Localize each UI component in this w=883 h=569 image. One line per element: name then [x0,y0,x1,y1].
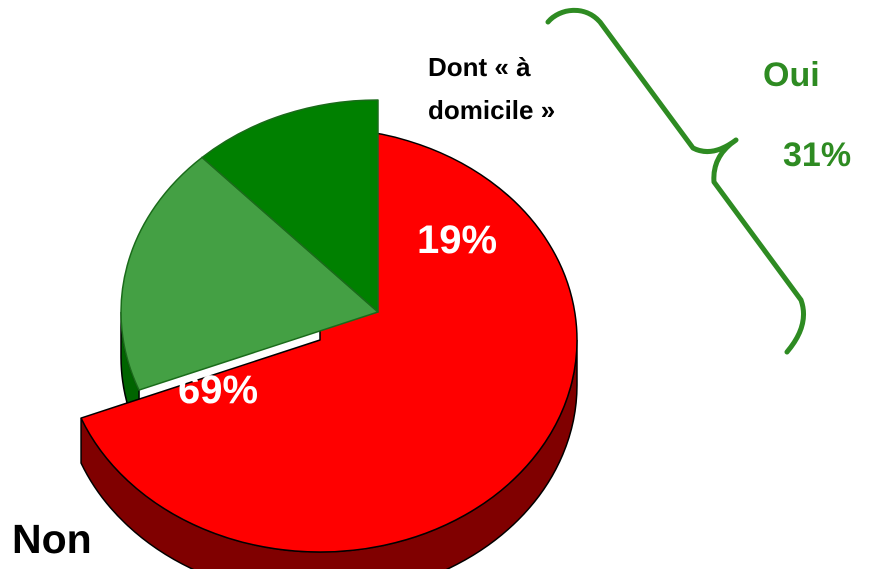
slice-top-domicile [120,156,379,391]
slice-label-domicile-line1: Dont « à [428,52,531,82]
slice-label-domicile: Dont « à domicile » [428,52,555,125]
group-value-label-oui: 31% [783,136,851,174]
group-label-oui: Oui [763,56,820,94]
slice-top-remaining-oui [201,99,379,313]
oui-brace [545,7,806,355]
slice-top-non [80,127,578,553]
slice-value-label-domicile: 19% [417,218,497,262]
slice-value-label-non: 69% [178,368,258,412]
slice-label-non: Non [12,516,92,562]
pie-tops [80,99,578,553]
slice-label-domicile-line2: domicile » [428,95,555,125]
